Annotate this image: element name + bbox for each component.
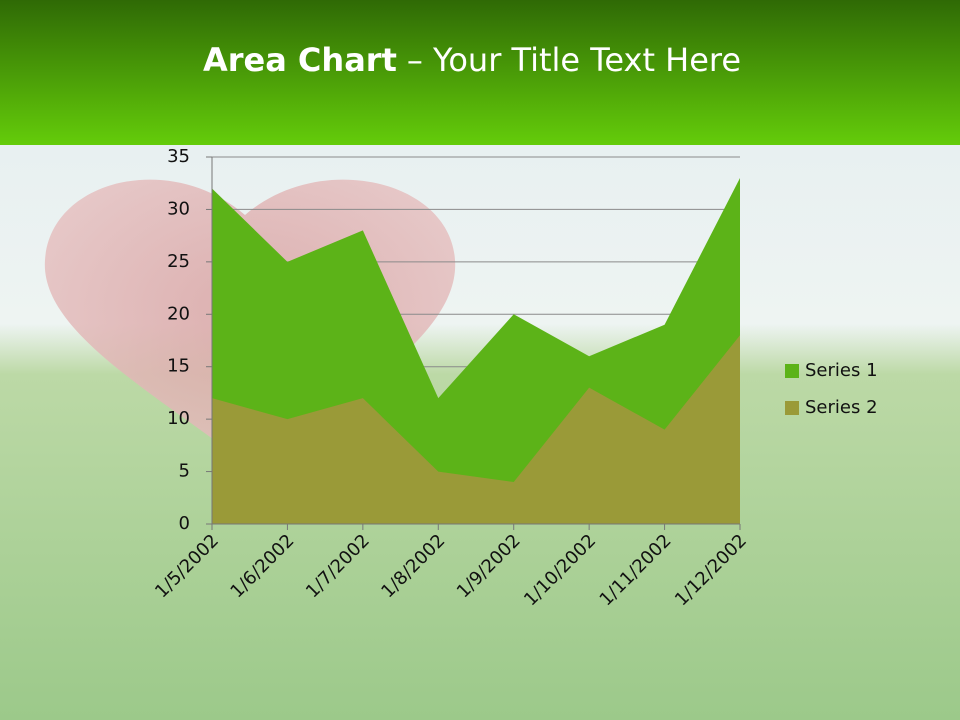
y-tick-label: 35 xyxy=(167,146,190,167)
y-tick-label: 15 xyxy=(167,356,190,377)
title-rest: – Your Title Text Here xyxy=(407,41,741,79)
slide-title: Area Chart – Your Title Text Here xyxy=(203,41,741,79)
areas xyxy=(212,177,740,524)
y-tick-label: 10 xyxy=(167,408,190,429)
y-tick-label: 30 xyxy=(167,198,190,219)
title-bold: Area Chart xyxy=(203,41,397,79)
legend-swatch xyxy=(785,364,799,378)
y-tick-label: 0 xyxy=(179,513,190,534)
legend-label: Series 1 xyxy=(805,360,878,381)
legend: Series 1 Series 2 xyxy=(785,360,878,418)
y-tick-label: 20 xyxy=(167,303,190,324)
y-tick-label: 5 xyxy=(179,461,190,482)
area-series xyxy=(212,335,740,524)
legend-swatch xyxy=(785,401,799,415)
header-band xyxy=(0,0,960,145)
legend-label: Series 2 xyxy=(805,397,878,418)
y-tick-label: 25 xyxy=(167,251,190,272)
